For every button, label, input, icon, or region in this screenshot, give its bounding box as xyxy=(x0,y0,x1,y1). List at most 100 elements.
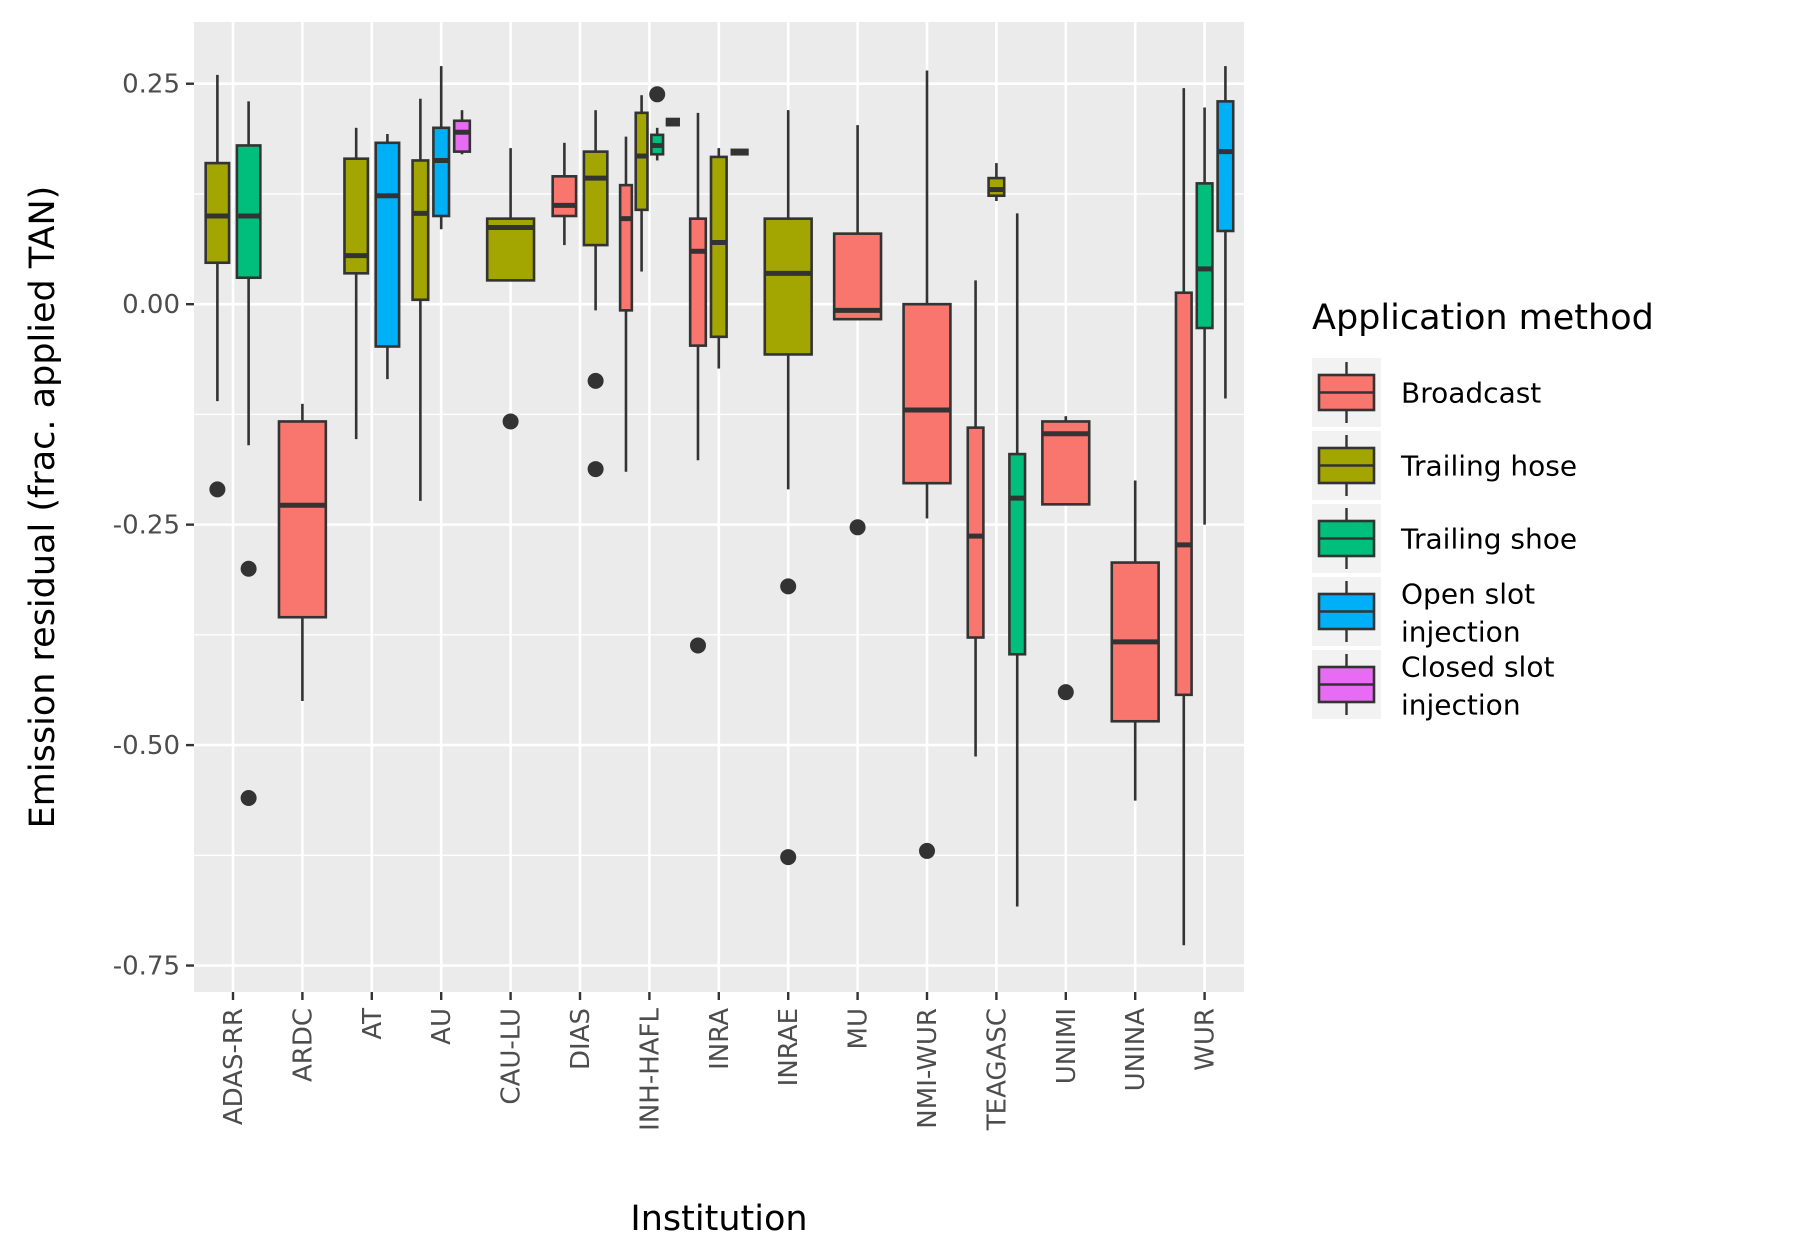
box-AT-trailing-hose xyxy=(343,127,370,440)
outlier-point xyxy=(587,372,604,389)
box-AU-trailing-hose xyxy=(411,98,430,501)
box-AU-closed-slot-injection xyxy=(452,110,472,155)
outlier-point xyxy=(240,560,257,577)
legend-entry-trailing-hose: Trailing hose xyxy=(1312,431,1577,500)
x-tick-label: CAU-LU xyxy=(497,1008,527,1105)
y-tick-label: 0.00 xyxy=(122,290,180,320)
box-TEAGASC-trailing-shoe xyxy=(1008,213,1027,907)
box-ARDC-broadcast xyxy=(277,403,328,701)
box-body xyxy=(618,183,634,312)
box-body xyxy=(763,217,813,356)
box-body xyxy=(374,141,401,348)
box-body xyxy=(902,302,952,485)
x-tick-label: INH-HAFL xyxy=(635,1007,665,1130)
box-INH-HAFL-open-slot-injection xyxy=(665,117,680,127)
outlier-point xyxy=(919,842,935,859)
box-INRA-trailing-hose xyxy=(709,148,728,369)
box-body xyxy=(688,217,708,347)
legend-label-line: Open slot xyxy=(1401,578,1535,611)
box-body xyxy=(204,161,231,265)
y-tick-label: -0.75 xyxy=(113,952,180,982)
box-TEAGASC-trailing-hose xyxy=(987,163,1006,202)
box-CAU-LU-trailing-hose xyxy=(485,148,536,430)
outlier-point xyxy=(209,481,226,498)
x-tick-label: UNIMI xyxy=(1052,1008,1082,1084)
box-DIAS-broadcast xyxy=(551,142,578,246)
x-tick-label: AT xyxy=(358,1008,388,1040)
x-tick-label: MU xyxy=(844,1008,874,1049)
x-tick-label: TEAGASC xyxy=(982,1008,1012,1131)
box-AU-open-slot-injection xyxy=(432,66,451,230)
legend-label-line: injection xyxy=(1401,689,1521,722)
box-body xyxy=(432,126,451,218)
box-ADAS-RR-trailing-hose xyxy=(204,74,231,498)
box-body xyxy=(551,175,578,218)
box-body xyxy=(1195,182,1214,330)
box-UNINA-broadcast xyxy=(1110,480,1160,801)
legend-label: Trailing hose xyxy=(1400,450,1577,483)
x-tick-label: INRAE xyxy=(774,1008,804,1086)
box-INH-HAFL-broadcast xyxy=(618,136,634,472)
x-tick-label: WUR xyxy=(1191,1008,1221,1071)
box-DIAS-trailing-hose xyxy=(582,110,609,478)
y-axis-label: Emission residual (frac. applied TAN) xyxy=(23,186,63,829)
box-MU-broadcast xyxy=(832,125,883,536)
box-INH-HAFL-trailing-shoe xyxy=(649,86,666,161)
legend-entry-closed-slot-injection: Closed slot injection xyxy=(1312,650,1554,722)
x-tick-label: INRA xyxy=(705,1008,735,1070)
x-axis: ADAS-RR ARDC AT AU CAU-LU DIAS INH-HAFL INRA INR… xyxy=(219,992,1221,1131)
y-axis: 0.25 0.00 -0.25 -0.50 -0.75 xyxy=(113,70,194,982)
outlier-point xyxy=(649,86,666,103)
box-body xyxy=(411,159,430,302)
box-body xyxy=(966,426,985,639)
outlier-point xyxy=(780,849,797,866)
x-tick-label: ADAS-RR xyxy=(219,1008,249,1125)
boxes-layer xyxy=(204,66,1235,946)
y-tick-label: -0.50 xyxy=(113,731,180,761)
x-tick-label: NMI-WUR xyxy=(913,1008,943,1129)
box-body xyxy=(277,420,328,619)
outlier-point xyxy=(502,413,519,430)
box-INH-HAFL-trailing-hose xyxy=(634,95,649,272)
box-WUR-open-slot-injection xyxy=(1216,66,1235,399)
box-body xyxy=(832,232,883,321)
legend-entry-open-slot-injection: Open slot injection xyxy=(1312,577,1535,649)
box-body xyxy=(452,119,472,153)
legend-title: Application method xyxy=(1312,298,1654,338)
legend-label: Broadcast xyxy=(1401,377,1541,410)
box-body xyxy=(1008,452,1027,656)
box-NMI-WUR-broadcast xyxy=(902,70,952,859)
box-body xyxy=(235,144,262,280)
legend-label: Trailing shoe xyxy=(1400,523,1577,556)
outlier-point xyxy=(689,637,706,654)
outlier-point xyxy=(780,578,797,595)
box-body xyxy=(709,155,728,339)
box-ADAS-RR-trailing-shoe xyxy=(235,101,262,806)
y-tick-label: -0.25 xyxy=(113,511,180,541)
outlier-point xyxy=(1057,684,1074,701)
box-WUR-trailing-shoe xyxy=(1195,107,1214,525)
box-body xyxy=(582,150,609,247)
legend-entry-broadcast: Broadcast xyxy=(1312,358,1541,427)
legend-entry-trailing-shoe: Trailing shoe xyxy=(1312,504,1577,573)
box-body xyxy=(987,176,1006,198)
box-TEAGASC-broadcast xyxy=(966,280,985,757)
box-AT-open-slot-injection xyxy=(374,133,401,380)
outlier-point xyxy=(849,519,866,536)
x-tick-label: ARDC xyxy=(288,1008,318,1082)
outlier-point xyxy=(587,461,604,478)
box-INRA-trailing-shoe xyxy=(730,148,749,156)
box-body xyxy=(634,111,649,212)
box-INRAE-trailing-hose xyxy=(763,110,813,866)
box-WUR-broadcast xyxy=(1174,88,1193,946)
box-UNIMI-broadcast xyxy=(1041,416,1091,701)
box-body xyxy=(343,157,370,275)
outlier-point xyxy=(240,790,257,806)
box-INRA-broadcast xyxy=(688,112,708,654)
box-body xyxy=(1216,100,1235,233)
legend-label-line: injection xyxy=(1401,616,1521,649)
legend: Application method Broadcast Trailing hos… xyxy=(1312,298,1654,722)
box-body xyxy=(1174,291,1193,697)
